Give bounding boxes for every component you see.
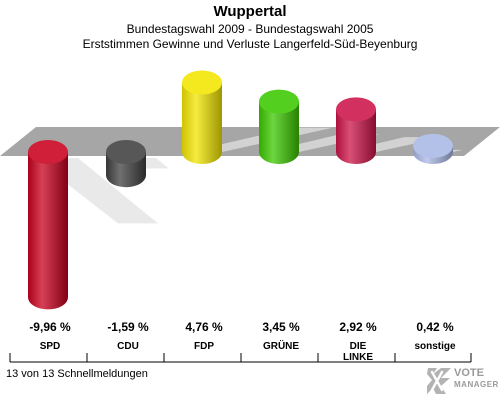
bar-top-cap — [336, 97, 376, 122]
bar-bottom-cap — [182, 140, 222, 164]
logo-text-vote: VOTE — [454, 367, 484, 379]
value-label: -1,59 % — [107, 320, 149, 334]
category-label: GRÜNE — [263, 339, 299, 352]
category-label: FDP — [194, 341, 214, 352]
bar-top-cap — [182, 70, 222, 95]
value-label: 2,92 % — [339, 320, 377, 334]
chart-subtitle-election: Bundestagswahl 2009 - Bundestagswahl 200… — [126, 22, 374, 36]
category-label: sonstige — [414, 341, 456, 352]
value-label: 3,45 % — [262, 320, 300, 334]
bar-top-cap — [259, 89, 299, 114]
bar-bottom-cap — [259, 140, 299, 164]
chart-subtitle-description: Erststimmen Gewinne und Verluste Langerf… — [82, 37, 418, 51]
bar-bottom-cap — [106, 163, 146, 188]
bar-top-cap — [28, 140, 68, 164]
category-label: SPD — [40, 341, 61, 352]
category-label: DIE LINKE — [343, 341, 373, 363]
value-label: 0,42 % — [416, 320, 454, 334]
vote-manager-logo-icon — [427, 368, 451, 394]
bar-top-cap — [413, 133, 453, 158]
vote-manager-logo: VOTE MANAGER — [424, 364, 500, 398]
bar-bottom-cap — [28, 285, 68, 310]
bar-bottom-cap — [336, 140, 376, 164]
bar-top-cap — [106, 140, 146, 164]
value-label: -9,96 % — [29, 320, 71, 334]
value-label: 4,76 % — [185, 320, 223, 334]
bar-spd — [28, 152, 68, 298]
chart-title: Wuppertal — [213, 3, 287, 20]
logo-text-manager: MANAGER — [454, 380, 499, 389]
category-label: CDU — [117, 341, 139, 352]
reporting-status: 13 von 13 Schnellmeldungen — [6, 368, 148, 380]
